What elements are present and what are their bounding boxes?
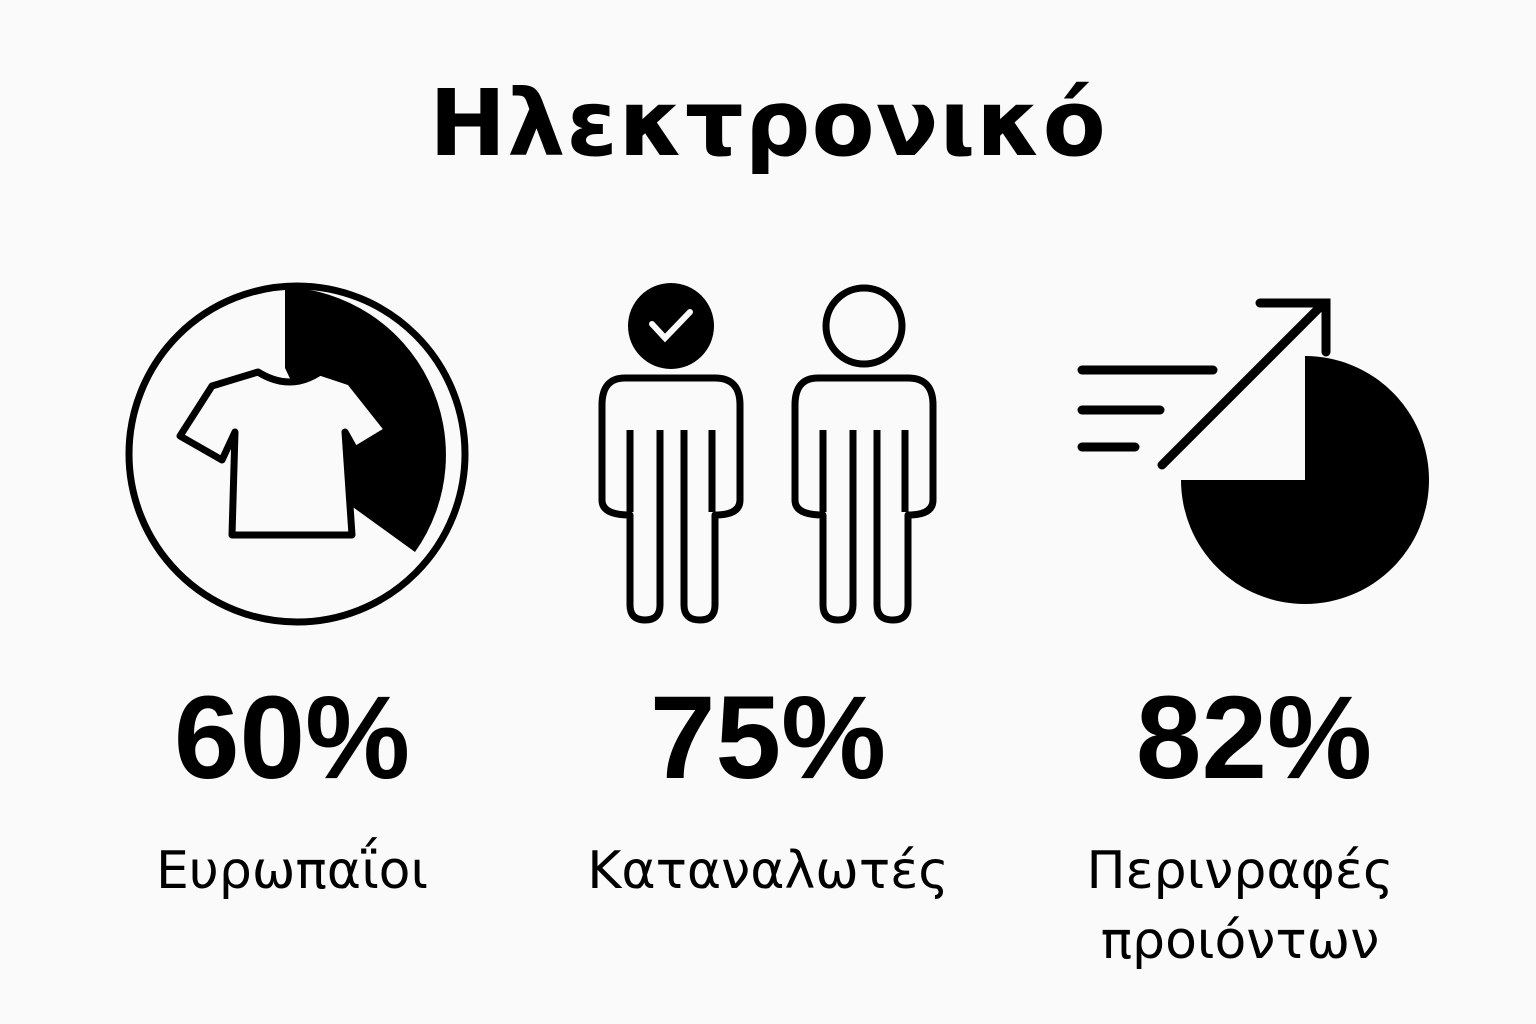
checkmark-icon [649,309,693,343]
stat-value: 82% [1135,672,1373,804]
tshirt-icon [176,368,392,539]
stat-label: Καταναλωτές [587,841,949,901]
pie-chart-icon [1181,356,1429,604]
person-body [598,374,744,624]
page-title: Ηλεκτρονικό [429,70,1107,177]
arrow-icon [1157,300,1327,470]
person-body [791,374,937,624]
stat-value: 75% [649,672,887,804]
stat-label: Περινραφές προιόντων [1086,841,1394,971]
person-head [822,284,906,368]
check-head [628,283,714,369]
people-check-icon [598,283,937,624]
growth-pie-icon [1077,298,1429,604]
stat-value: 60% [173,672,411,804]
tshirt-pie-icon [125,282,469,626]
stat-label: Ευρωπαΐοι [155,841,429,901]
